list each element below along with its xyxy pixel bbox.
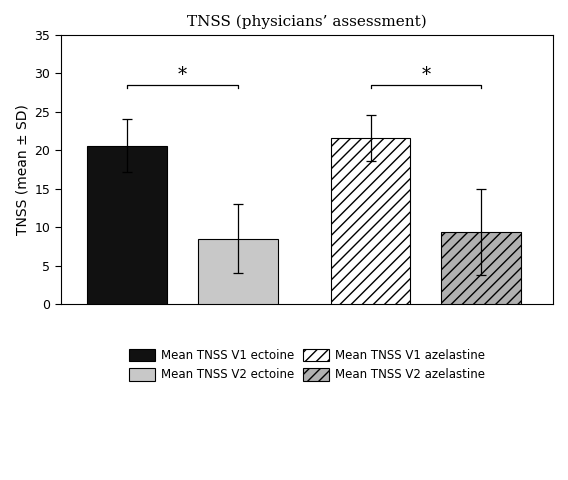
Title: TNSS (physicians’ assessment): TNSS (physicians’ assessment) xyxy=(187,15,427,29)
Legend: Mean TNSS V1 ectoine, Mean TNSS V2 ectoine, Mean TNSS V1 azelastine, Mean TNSS V: Mean TNSS V1 ectoine, Mean TNSS V2 ectoi… xyxy=(125,345,488,385)
Bar xyxy=(441,232,521,304)
Text: *: * xyxy=(421,66,431,84)
Text: *: * xyxy=(178,66,187,84)
Y-axis label: TNSS (mean ± SD): TNSS (mean ± SD) xyxy=(15,104,29,235)
Bar xyxy=(331,138,410,304)
Bar xyxy=(198,239,278,304)
Bar xyxy=(87,145,167,304)
